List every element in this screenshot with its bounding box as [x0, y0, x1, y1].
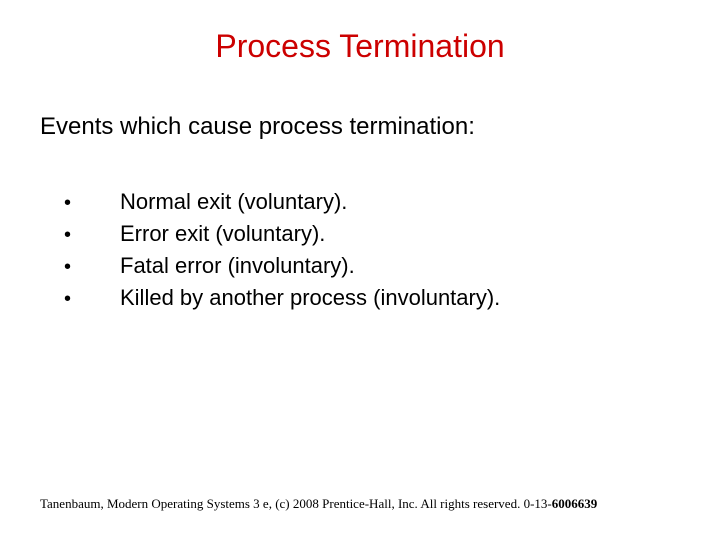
list-item: • Killed by another process (involuntary…: [64, 285, 680, 311]
bullet-text: Error exit (voluntary).: [120, 221, 325, 247]
slide-title: Process Termination: [40, 28, 680, 65]
footer-isbn: 6006639: [552, 496, 598, 511]
bullet-text: Fatal error (involuntary).: [120, 253, 355, 279]
footer-citation: Tanenbaum, Modern Operating Systems 3 e,…: [40, 496, 680, 512]
bullet-text: Normal exit (voluntary).: [120, 189, 347, 215]
list-item: • Error exit (voluntary).: [64, 221, 680, 247]
bullet-icon: •: [64, 256, 120, 279]
bullet-list: • Normal exit (voluntary). • Error exit …: [40, 189, 680, 311]
bullet-text: Killed by another process (involuntary).: [120, 285, 500, 311]
list-item: • Normal exit (voluntary).: [64, 189, 680, 215]
bullet-icon: •: [64, 224, 120, 247]
footer-text: Tanenbaum, Modern Operating Systems 3 e,…: [40, 496, 552, 511]
slide-subtitle: Events which cause process termination:: [40, 113, 680, 141]
bullet-icon: •: [64, 192, 120, 215]
bullet-icon: •: [64, 288, 120, 311]
slide: Process Termination Events which cause p…: [0, 0, 720, 540]
list-item: • Fatal error (involuntary).: [64, 253, 680, 279]
